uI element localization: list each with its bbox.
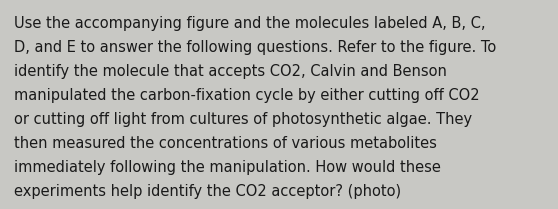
Text: Use the accompanying figure and the molecules labeled A, B, C,: Use the accompanying figure and the mole… bbox=[14, 16, 485, 31]
Text: manipulated the carbon-fixation cycle by either cutting off CO2: manipulated the carbon-fixation cycle by… bbox=[14, 88, 480, 103]
Text: experiments help identify the CO2 acceptor? (photo): experiments help identify the CO2 accept… bbox=[14, 184, 401, 199]
Text: or cutting off light from cultures of photosynthetic algae. They: or cutting off light from cultures of ph… bbox=[14, 112, 472, 127]
Text: then measured the concentrations of various metabolites: then measured the concentrations of vari… bbox=[14, 136, 437, 151]
Text: D, and E to answer the following questions. Refer to the figure. To: D, and E to answer the following questio… bbox=[14, 40, 496, 55]
Text: identify the molecule that accepts CO2, Calvin and Benson: identify the molecule that accepts CO2, … bbox=[14, 64, 447, 79]
Text: immediately following the manipulation. How would these: immediately following the manipulation. … bbox=[14, 160, 441, 175]
